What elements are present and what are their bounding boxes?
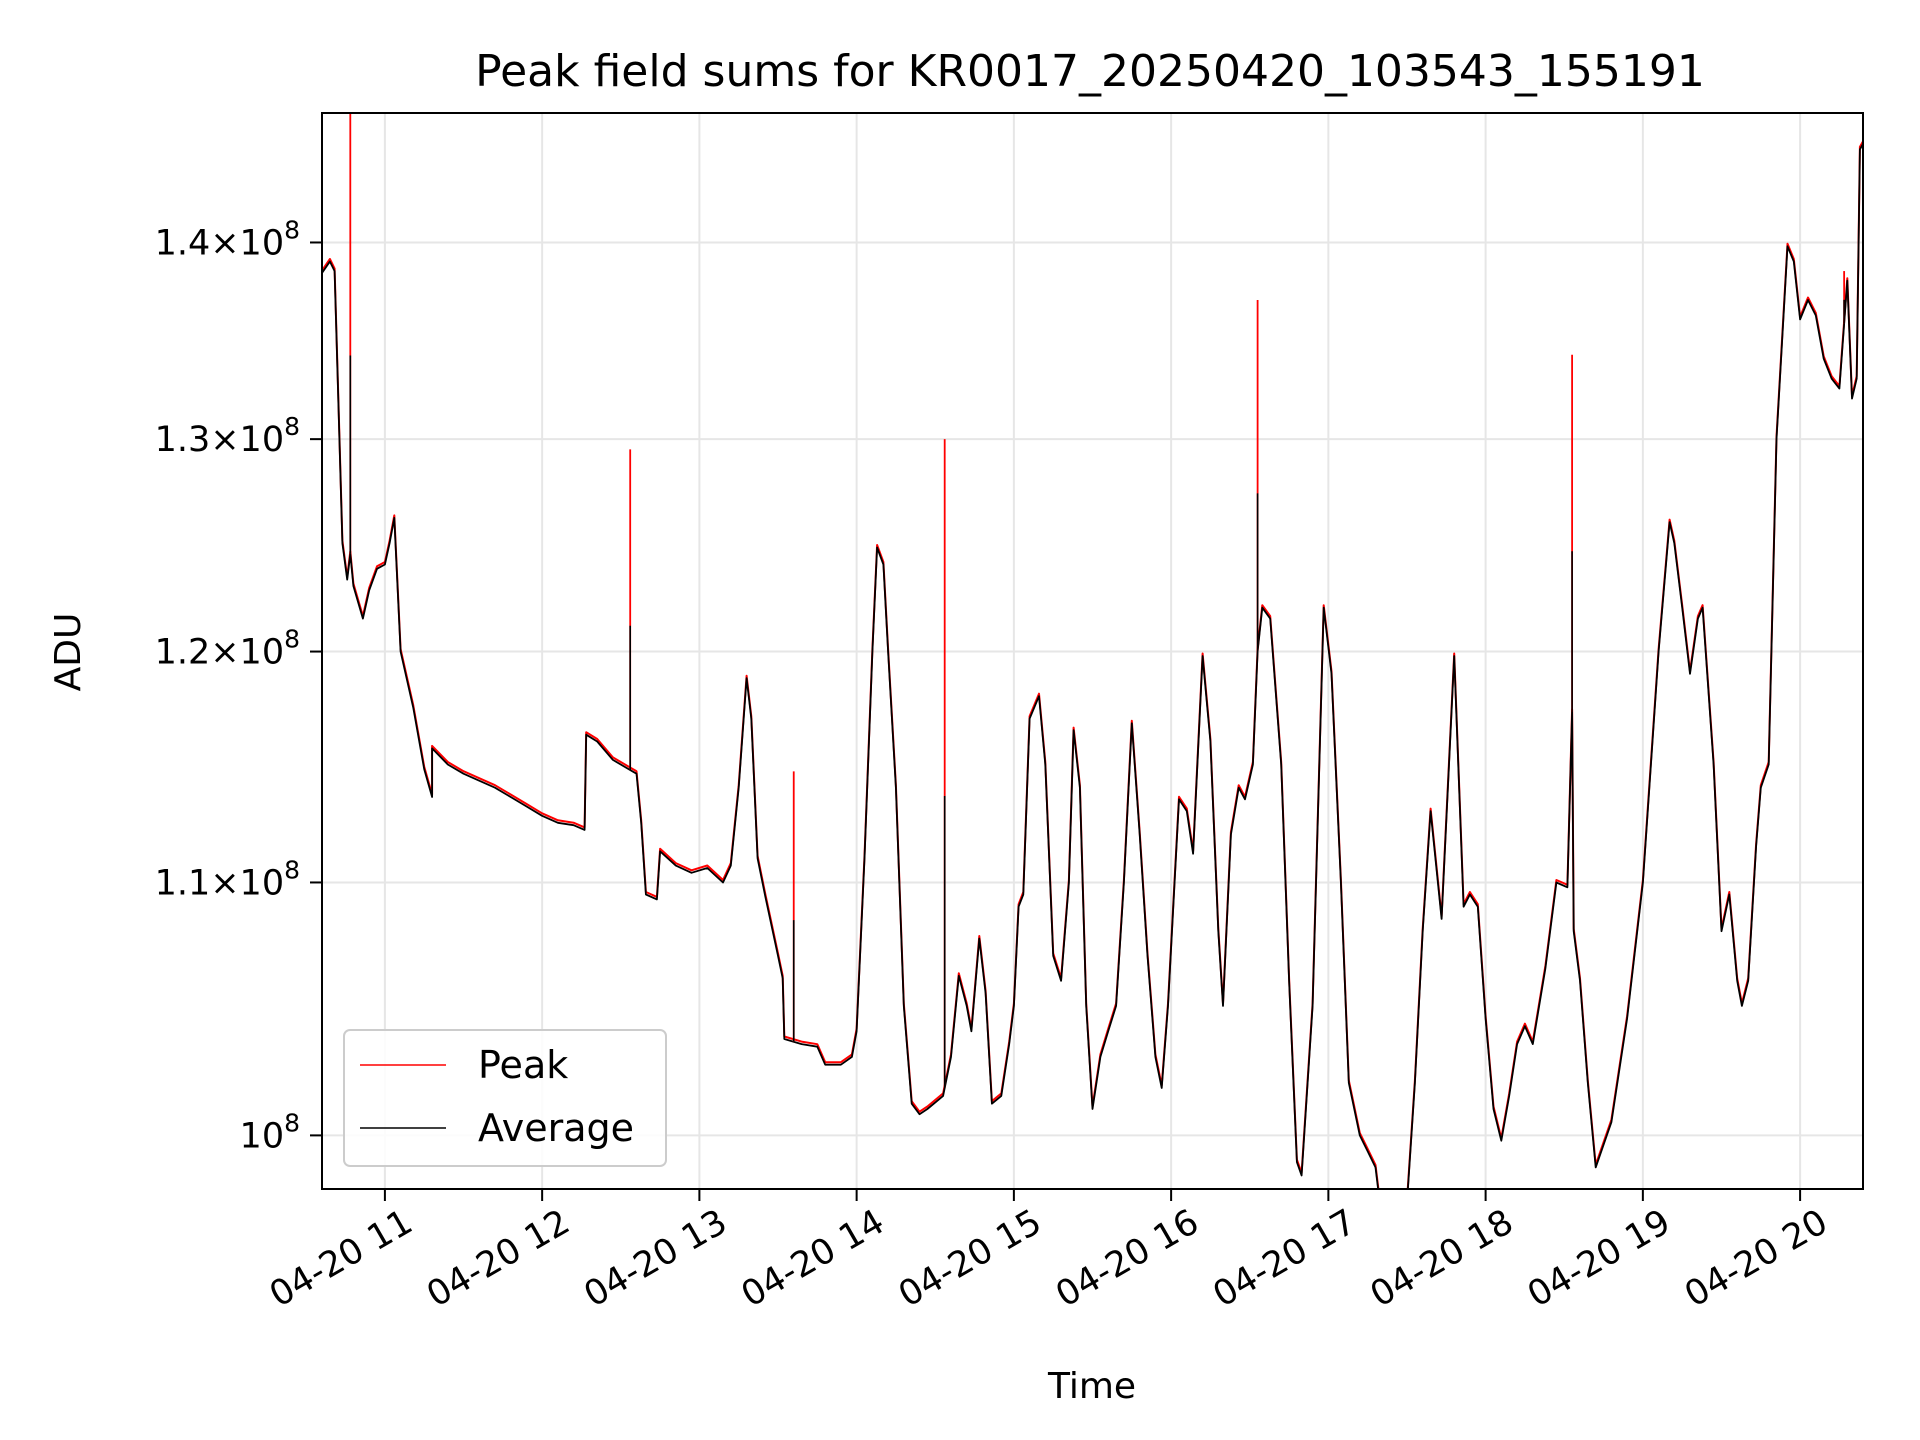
plot-lines [322, 113, 1863, 1189]
legend-average-label: Average [478, 1106, 634, 1150]
legend: Peak Average [343, 1029, 667, 1167]
chart-title: Peak field sums for KR0017_20250420_1035… [475, 46, 1705, 97]
y-tick-label-2: 1.2×108 [155, 625, 300, 673]
y-tick-label-3: 1.3×108 [155, 412, 300, 460]
y-axis-label: ADU [48, 613, 89, 692]
y-tick-label-4: 1.4×108 [155, 215, 300, 263]
legend-peak-label: Peak [478, 1043, 568, 1087]
y-tick-label-0: 108 [240, 1108, 300, 1156]
y-axis: 108 1.1×108 1.2×108 1.3×108 1.4×108 [155, 215, 322, 1156]
y-tick-label-1: 1.1×108 [155, 855, 300, 903]
x-axis-label: Time [1047, 1366, 1136, 1407]
legend-box [343, 1029, 667, 1167]
series-average-line [322, 143, 1863, 1189]
